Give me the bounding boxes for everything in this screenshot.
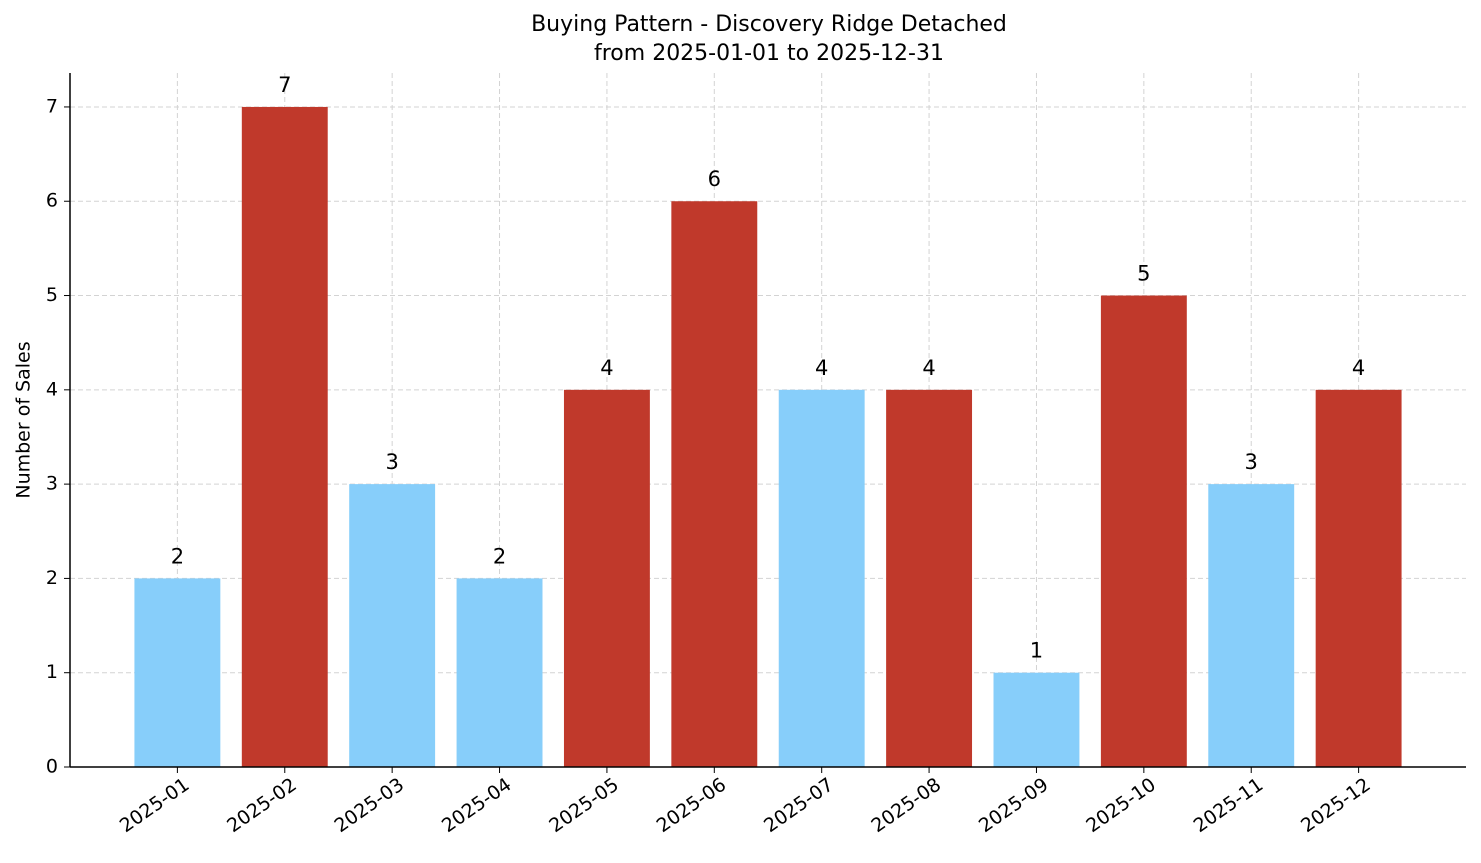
bar [134,578,221,767]
y-tick-label: 3 [46,473,58,495]
bar [1315,389,1402,767]
x-tick-label: 2025-12 [1297,774,1375,838]
data-label: 7 [278,73,291,97]
y-axis-label: Number of Sales [13,341,35,498]
x-tick-label: 2025-03 [331,774,409,838]
data-label: 4 [1352,356,1365,380]
x-tick-label: 2025-01 [116,774,194,838]
y-tick-label: 6 [46,190,58,212]
data-label: 6 [708,167,721,191]
bar [241,106,328,767]
bar [671,201,758,767]
x-tick-label: 2025-11 [1190,774,1268,838]
bar [778,389,865,767]
data-label: 2 [171,544,184,568]
x-tick-label: 2025-09 [975,774,1053,838]
data-label: 4 [600,356,613,380]
data-label: 4 [815,356,828,380]
data-label: 3 [385,450,398,474]
x-tick-label: 2025-05 [545,774,623,838]
bar [456,578,543,767]
y-tick-label: 2 [46,567,58,589]
chart-title: Buying Pattern - Discovery Ridge Detache… [531,12,1007,66]
bar [993,672,1080,767]
data-label: 3 [1245,450,1258,474]
x-tick-label: 2025-04 [438,774,516,838]
bar [886,389,973,767]
bar [1208,484,1295,767]
x-tick-label: 2025-06 [653,774,731,838]
x-tick-label: 2025-08 [867,774,945,838]
y-tick-label: 0 [46,756,58,778]
bar [563,389,650,767]
x-tick-label: 2025-02 [223,774,301,838]
bar [1100,295,1187,767]
y-tick-label: 7 [46,95,58,117]
data-label: 4 [922,356,935,380]
data-label: 5 [1137,262,1150,286]
x-tick-label: 2025-10 [1082,774,1160,838]
data-label: 2 [493,544,506,568]
bar [349,484,436,767]
x-tick-label: 2025-07 [760,774,838,838]
y-tick-label: 4 [46,378,58,400]
y-tick-label: 5 [46,284,58,306]
y-tick-label: 1 [46,661,58,683]
data-label: 1 [1030,639,1043,663]
